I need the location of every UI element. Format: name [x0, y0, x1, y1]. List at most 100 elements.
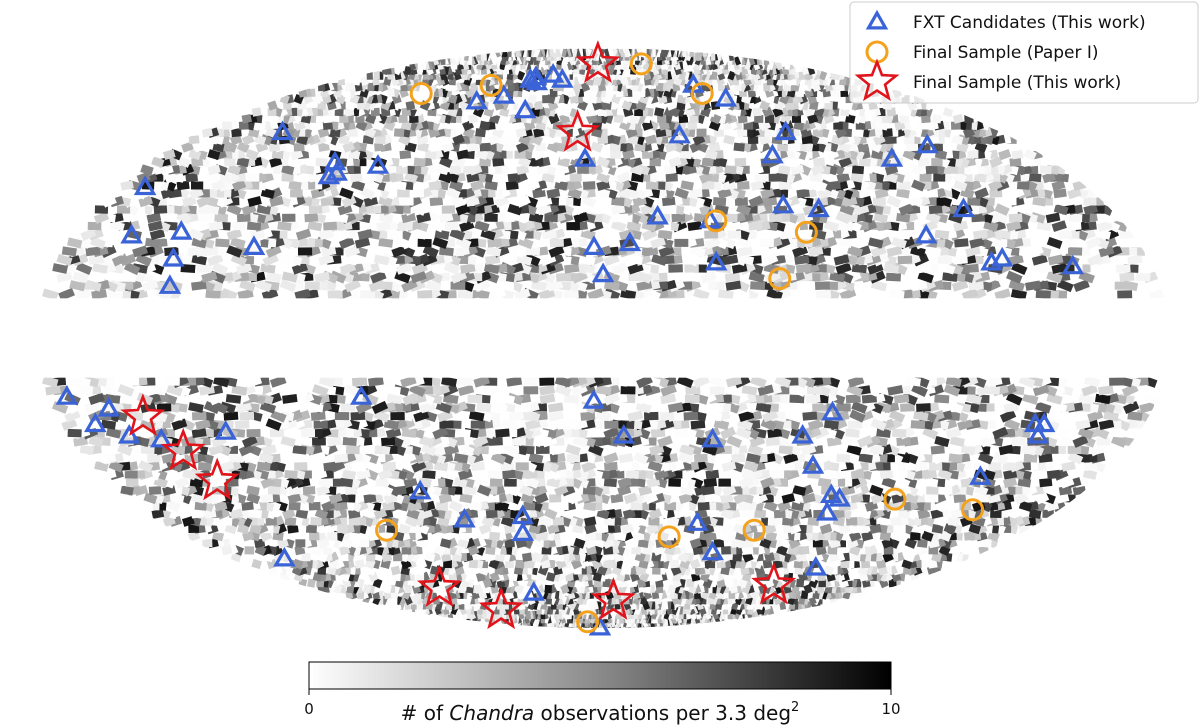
map-pixel	[898, 181, 911, 190]
map-pixel	[954, 238, 969, 248]
map-pixel	[269, 428, 284, 438]
map-pixel	[188, 402, 204, 413]
map-pixel	[1057, 437, 1073, 446]
map-pixel	[536, 165, 549, 175]
map-pixel	[319, 229, 335, 240]
map-pixel	[721, 460, 737, 472]
map-pixel	[334, 412, 350, 421]
map-pixel	[198, 212, 214, 224]
map-pixel	[164, 377, 180, 386]
map-pixel	[855, 281, 871, 291]
observation-density-map	[30, 48, 1170, 628]
map-pixel	[953, 255, 968, 265]
map-pixel	[124, 377, 140, 386]
map-pixel	[1061, 461, 1076, 472]
map-pixel	[438, 493, 453, 504]
map-pixel	[1127, 411, 1143, 421]
map-pixel	[893, 394, 910, 404]
map-pixel	[265, 271, 282, 283]
map-pixel	[731, 453, 746, 463]
map-pixel	[748, 271, 765, 283]
map-pixel	[457, 377, 473, 386]
map-pixel	[657, 229, 673, 240]
map-pixel	[934, 435, 950, 448]
map-pixel	[544, 213, 558, 222]
map-pixel	[301, 552, 311, 562]
map-pixel	[566, 221, 581, 231]
map-pixel	[256, 461, 271, 472]
map-pixel	[439, 420, 454, 429]
map-pixel	[662, 205, 677, 215]
map-pixel	[515, 462, 529, 471]
map-pixel	[215, 238, 230, 248]
map-pixel	[795, 263, 812, 274]
map-pixel	[351, 377, 368, 387]
map-pixel	[769, 517, 781, 526]
map-pixel	[297, 247, 313, 256]
map-pixel	[668, 478, 682, 487]
map-pixel	[523, 386, 539, 395]
map-pixel	[1067, 445, 1082, 454]
map-pixel	[778, 180, 792, 191]
map-pixel	[349, 172, 363, 183]
map-pixel	[323, 221, 338, 231]
map-pixel	[556, 502, 569, 511]
map-pixel	[807, 386, 822, 395]
map-pixel	[1016, 181, 1030, 190]
map-pixel	[1119, 229, 1134, 240]
map-pixel	[684, 272, 701, 283]
map-pixel	[992, 426, 1009, 440]
map-pixel	[693, 453, 708, 463]
map-pixel	[937, 255, 953, 265]
map-pixel	[673, 428, 689, 438]
map-pixel	[117, 383, 135, 397]
map-pixel	[737, 128, 748, 137]
map-pixel	[201, 271, 218, 283]
map-pixel	[1011, 149, 1024, 160]
map-pixel	[315, 157, 328, 167]
map-pixel	[436, 502, 448, 511]
map-pixel	[748, 221, 763, 231]
map-pixel	[485, 610, 493, 620]
map-pixel	[734, 157, 747, 167]
map-pixel	[879, 469, 894, 480]
map-pixel	[191, 509, 204, 519]
map-pixel	[903, 281, 920, 291]
map-pixel	[724, 272, 741, 282]
map-pixel	[842, 436, 858, 447]
map-pixel	[813, 157, 826, 167]
map-pixel	[308, 402, 324, 413]
map-pixel	[196, 264, 212, 273]
map-pixel	[198, 462, 212, 471]
map-pixel	[738, 502, 750, 511]
map-pixel	[990, 509, 1002, 519]
map-pixel	[733, 142, 745, 152]
map-pixel	[302, 486, 316, 495]
map-pixel	[365, 485, 379, 496]
map-pixel	[234, 420, 250, 430]
map-pixel	[646, 181, 659, 190]
map-pixel	[549, 238, 564, 248]
map-pixel	[569, 173, 582, 182]
map-pixel	[665, 173, 678, 182]
map-pixel	[718, 478, 731, 487]
map-pixel	[720, 546, 731, 555]
map-pixel	[191, 411, 207, 421]
map-pixel	[750, 281, 766, 291]
map-pixel	[669, 559, 680, 569]
map-pixel	[799, 180, 813, 191]
map-pixel	[386, 393, 403, 405]
map-pixel	[417, 289, 433, 299]
map-pixel	[441, 376, 458, 387]
map-pixel	[487, 469, 502, 480]
map-pixel	[92, 263, 108, 274]
map-pixel	[433, 605, 442, 616]
map-pixel	[725, 221, 740, 231]
map-pixel	[195, 419, 211, 431]
map-pixel	[910, 532, 921, 541]
map-pixel	[916, 403, 931, 412]
map-pixel	[868, 237, 884, 249]
map-pixel	[244, 546, 255, 555]
map-pixel	[771, 470, 785, 479]
